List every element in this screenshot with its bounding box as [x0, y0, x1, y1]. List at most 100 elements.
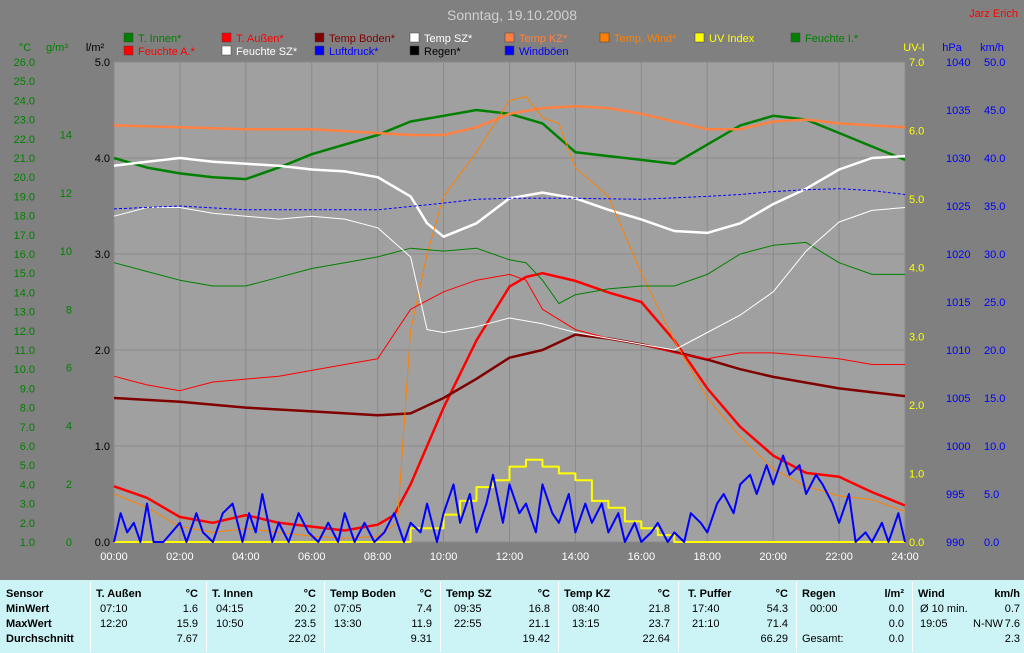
wind-axis-label: km/h [980, 42, 1004, 54]
pressure-axis-tick-label: 1015 [946, 297, 970, 309]
max-time: 21:10 [692, 618, 720, 630]
wind-day-avg-value: 2.3 [1004, 633, 1020, 645]
x-axis-tick-label: 00:00 [100, 551, 128, 563]
x-axis-tick-label: 20:00 [759, 551, 787, 563]
series-line-feuchte-sz [113, 207, 906, 351]
max-value: 15.9 [176, 618, 198, 630]
legend: T. Innen* T. Außen* Temp Boden* Temp SZ* Tem… [123, 32, 859, 58]
min-value: 16.8 [528, 603, 550, 615]
wind-axis-tick-label: 20.0 [984, 345, 1005, 357]
humidity-axis-tick-label: 0 [66, 537, 72, 549]
temp-axis-tick-label: 7.0 [20, 422, 35, 434]
rain-axis-tick-label: 2.0 [95, 345, 110, 357]
legend-swatch [123, 32, 134, 43]
rain-axis-tick-label: 5.0 [95, 57, 110, 69]
wind-axis-tick-label: 15.0 [984, 393, 1005, 405]
pressure-axis-tick-label: 995 [946, 489, 964, 501]
column-wind: Wind km/h Ø 10 min. 0.7 19:05 N-NW 7.6 2… [912, 580, 1024, 653]
min-label: MinWert [6, 603, 50, 615]
legend-swatch [790, 32, 801, 43]
temp-axis-tick-label: 24.0 [14, 95, 35, 107]
legend-label: Temp Boden* [329, 33, 396, 45]
temp-axis-tick-label: 17.0 [14, 230, 35, 242]
wind-avg-value: 0.7 [1004, 603, 1020, 615]
series-line-luftdruck [113, 188, 906, 211]
rain-axis-tick-label: 1.0 [95, 441, 110, 453]
x-axis-tick-label: 10:00 [430, 551, 458, 563]
uv-axis-tick-label: 0.0 [909, 537, 924, 549]
avg-value: 66.29 [760, 633, 788, 645]
pressure-axis-tick-label: 1040 [946, 57, 970, 69]
legend-swatch [409, 32, 420, 43]
x-axis-tick-label: 04:00 [232, 551, 260, 563]
column-header: Temp SZ [446, 588, 492, 600]
avg-value: 22.64 [642, 633, 670, 645]
max-value: 21.1 [528, 618, 550, 630]
column-t-innen: T. Innen °C 04:15 20.2 10:50 23.5 22.02 [206, 580, 324, 653]
temp-axis-tick-label: 2.0 [20, 518, 35, 530]
pressure-axis-tick-label: 1030 [946, 153, 970, 165]
wind-avg-label: Ø 10 min. [920, 603, 968, 615]
x-axis-tick-label: 02:00 [166, 551, 194, 563]
legend-label: Feuchte A.* [138, 46, 196, 58]
temp-axis-tick-label: 10.0 [14, 364, 35, 376]
min-value: 54.3 [766, 603, 788, 615]
column-unit: °C [537, 588, 550, 600]
temp-axis-tick-label: 25.0 [14, 76, 35, 88]
series-line-temp-boden [113, 333, 906, 417]
regen-value-1: 0.0 [888, 603, 904, 615]
legend-swatch [221, 45, 232, 56]
temp-axis-label: °C [19, 42, 31, 54]
x-axis-tick-label: 22:00 [825, 551, 853, 563]
min-value: 21.8 [648, 603, 670, 615]
uv-axis-tick-label: 6.0 [909, 126, 924, 138]
column-unit: °C [775, 588, 788, 600]
x-axis-tick-label: 18:00 [693, 551, 721, 563]
temp-axis-tick-label: 4.0 [20, 479, 35, 491]
temp-axis-tick-label: 6.0 [20, 441, 35, 453]
column-unit: km/h [994, 588, 1020, 600]
min-time: 04:15 [216, 603, 244, 615]
regen-total-value: 0.0 [888, 633, 904, 645]
temp-axis-tick-label: 19.0 [14, 191, 35, 203]
min-time: 07:05 [334, 603, 362, 615]
wind-axis-tick-label: 50.0 [984, 57, 1005, 69]
rain-axis-label: l/m² [86, 42, 105, 54]
temp-axis-tick-label: 12.0 [14, 326, 35, 338]
series-layer [113, 96, 906, 543]
column-unit: °C [185, 588, 198, 600]
wind-axis-tick-label: 40.0 [984, 153, 1005, 165]
legend-label: T. Außen* [236, 33, 284, 45]
temp-axis-tick-label: 15.0 [14, 268, 35, 280]
avg-value: 22.02 [288, 633, 316, 645]
regen-time: 00:00 [810, 603, 838, 615]
x-axis-tick-label: 24:00 [891, 551, 919, 563]
temp-axis-tick-label: 9.0 [20, 383, 35, 395]
humidity-axis-tick-label: 14 [60, 130, 72, 142]
column-header: Wind [918, 588, 945, 600]
max-time: 10:50 [216, 618, 244, 630]
legend-label: Temp SZ* [424, 33, 473, 45]
row-labels-column: Sensor MinWert MaxWert Durchschnitt [0, 580, 90, 653]
max-value: 23.5 [294, 618, 316, 630]
series-line-feuchte-a [113, 273, 905, 392]
rain-axis-tick-label: 3.0 [95, 249, 110, 261]
pressure-axis-tick-label: 990 [946, 537, 964, 549]
wind-max-direction: N-NW [973, 618, 1003, 630]
legend-swatch [314, 32, 325, 43]
x-axis-tick-label: 12:00 [496, 551, 524, 563]
series-line-temp-kz [113, 104, 906, 137]
series-line-t-au-en [113, 271, 906, 532]
min-value: 7.4 [416, 603, 432, 615]
wind-axis-tick-label: 0.0 [984, 537, 999, 549]
column-unit: °C [657, 588, 670, 600]
max-label: MaxWert [6, 618, 52, 630]
legend-label: Temp. Wind* [614, 33, 677, 45]
weather-chart: 1.0 2.0 3.0 4.0 5.0 6.0 7.0 8.0 9.0 10.0 11.0 12.0 1… [13, 7, 1018, 563]
temp-axis-tick-label: 16.0 [14, 249, 35, 261]
column-unit: l/m² [884, 588, 904, 600]
legend-swatch [123, 45, 134, 56]
temp-axis-tick-label: 14.0 [14, 287, 35, 299]
wind-axis-tick-label: 35.0 [984, 201, 1005, 213]
x-axis-tick-label: 16:00 [628, 551, 656, 563]
